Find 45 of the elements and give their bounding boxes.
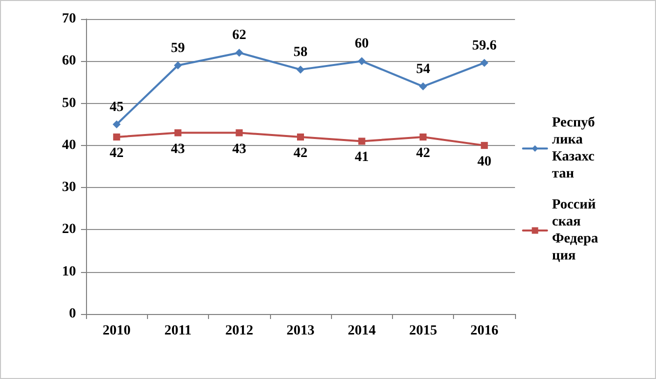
y-tick-label: 70 [62, 12, 76, 26]
point [420, 134, 427, 140]
point [358, 57, 366, 66]
y-tick-label: 60 [62, 54, 76, 69]
data-label: 42 [294, 146, 308, 161]
point [297, 134, 304, 140]
y-tick-label: 10 [62, 264, 76, 280]
data-label: 62 [232, 28, 246, 44]
point [112, 120, 121, 128]
data-label: 54 [416, 62, 430, 77]
point [236, 129, 243, 136]
point [296, 66, 304, 74]
data-label: 60 [354, 36, 369, 52]
x-tick-label: 2011 [164, 324, 192, 338]
data-label: 42 [416, 146, 430, 161]
point [358, 138, 366, 145]
y-tick-label: 50 [62, 96, 76, 111]
data-label: 42 [110, 146, 124, 161]
x-tick-label: 2010 [102, 324, 131, 338]
data-label: 40 [477, 154, 492, 170]
point [174, 129, 182, 136]
x-tick-label: 2015 [409, 324, 438, 338]
y-tick-label: 40 [62, 138, 76, 153]
y-tick-label: 0 [69, 306, 76, 322]
data-label: 45 [110, 100, 124, 115]
x-tick-label: 2016 [470, 324, 498, 338]
point [113, 134, 120, 140]
x-tick-label: 2012 [225, 324, 254, 338]
point [419, 82, 428, 90]
x-tick-label: 2013 [286, 324, 314, 338]
x-tick-label: 2014 [348, 324, 376, 338]
y-tick-label: 20 [62, 222, 76, 238]
data-label: 59 [170, 40, 185, 56]
y-tick-label: 30 [62, 180, 76, 196]
legend-label: Республика Казахстан [552, 116, 595, 182]
data-label: 58 [294, 45, 308, 60]
point [480, 142, 488, 149]
data-label: 59.6 [472, 38, 497, 54]
legend-label: Российская Федерация [552, 198, 598, 264]
data-label: 43 [232, 142, 246, 157]
data-label: 41 [354, 150, 369, 166]
point [174, 61, 182, 70]
point [235, 48, 244, 57]
data-label: 43 [170, 142, 185, 157]
point [480, 58, 488, 67]
